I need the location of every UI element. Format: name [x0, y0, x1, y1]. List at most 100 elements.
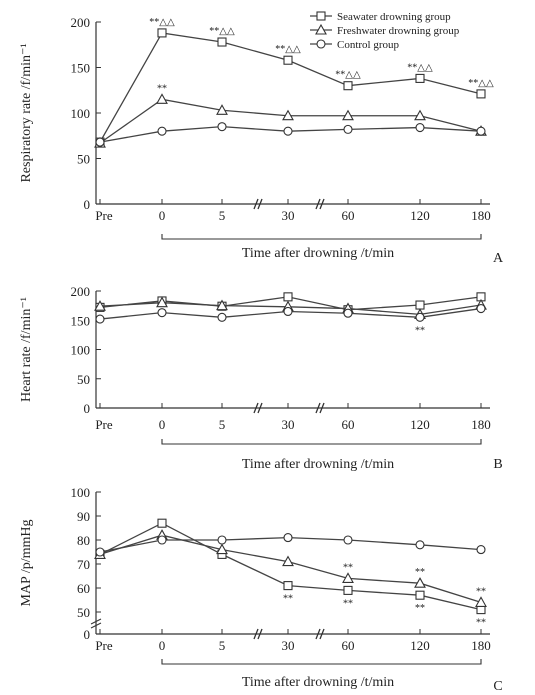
data-point — [283, 55, 293, 65]
data-point — [217, 535, 227, 545]
data-point — [217, 122, 227, 132]
significance-label: ** — [476, 618, 486, 629]
legend-label: Seawater drowning group — [337, 11, 451, 23]
x-axis-break — [253, 402, 259, 414]
x-tick-label: 180 — [471, 208, 491, 223]
y-tick-label: 0 — [84, 401, 91, 416]
x-tick-label: 5 — [219, 417, 226, 432]
x-tick-label: 60 — [342, 417, 355, 432]
y-axis-label: Heart rate /f/min⁻¹ — [19, 297, 34, 402]
y-tick-label: 0 — [84, 197, 91, 212]
data-point — [282, 109, 294, 121]
x-axis-break — [253, 198, 259, 210]
x-tick-label: 5 — [219, 638, 226, 653]
data-point — [283, 306, 293, 317]
x-tick-label: Pre — [95, 208, 113, 223]
y-tick-label: 100 — [71, 106, 91, 121]
y-tick-label: 90 — [77, 509, 90, 524]
x-axis-break — [315, 628, 321, 640]
y-tick-label: 200 — [71, 284, 91, 299]
x-tick-label: Pre — [95, 417, 113, 432]
y-axis-label: MAP /p/mmHg — [19, 520, 34, 607]
y-tick-label: 0 — [84, 627, 91, 642]
legend-label: Freshwater drowning group — [337, 25, 460, 37]
time-bracket — [161, 659, 482, 665]
x-axis-break — [315, 402, 321, 414]
significance-label: ** — [343, 562, 353, 573]
y-tick-label: 60 — [77, 581, 90, 596]
series-line — [99, 98, 482, 144]
data-point — [157, 518, 167, 528]
y-tick-label: 50 — [77, 152, 90, 167]
x-axis-break — [319, 198, 325, 210]
significance-label: **△△ — [275, 44, 301, 55]
data-point — [343, 585, 353, 595]
data-point — [415, 73, 425, 83]
data-point — [217, 37, 227, 47]
data-point — [94, 300, 106, 311]
data-point — [283, 126, 293, 136]
data-point — [476, 545, 486, 555]
panel-label: B — [493, 457, 502, 472]
chart-panel-c: 0 50 60 70 80 90 100 Pre 0 5 30 60 120 180 Time after … — [19, 485, 503, 694]
y-tick-label: 50 — [77, 605, 90, 620]
y-tick-label: 50 — [77, 372, 90, 387]
x-tick-label: 0 — [159, 638, 166, 653]
x-tick-label: 5 — [219, 208, 226, 223]
data-point — [415, 123, 425, 133]
data-point — [157, 308, 167, 318]
x-axis-break — [257, 628, 263, 640]
data-point — [414, 109, 426, 121]
x-axis-break — [319, 402, 325, 414]
x-axis-break — [257, 402, 263, 414]
significance-label: ** — [476, 586, 486, 597]
data-point — [95, 314, 105, 324]
y-axis-break — [90, 618, 102, 625]
y-tick-label: 70 — [77, 557, 90, 572]
x-tick-label: 60 — [342, 638, 355, 653]
x-tick-label: Pre — [95, 638, 113, 653]
data-point — [283, 581, 293, 591]
significance-label: ** — [157, 83, 167, 94]
panel-label: A — [493, 251, 504, 266]
data-point — [343, 124, 353, 134]
data-point — [157, 28, 167, 38]
significance-label: **△△ — [468, 78, 494, 89]
data-point — [283, 533, 293, 543]
significance-label: ** — [283, 594, 293, 605]
x-tick-label: 120 — [410, 417, 430, 432]
y-tick-label: 100 — [71, 343, 91, 358]
y-axis-label: Respiratory rate /f/min⁻¹ — [19, 43, 34, 182]
significance-label: ** — [415, 567, 425, 578]
significance-label: ** — [415, 325, 425, 336]
data-point — [217, 312, 227, 322]
data-point — [216, 104, 228, 115]
data-point — [282, 555, 294, 567]
legend-marker — [316, 39, 326, 49]
data-point — [343, 308, 353, 318]
data-point — [415, 590, 425, 600]
data-point — [476, 89, 486, 99]
y-tick-label: 150 — [71, 313, 91, 328]
panel-label: C — [493, 679, 502, 694]
x-tick-label: 30 — [282, 208, 295, 223]
data-point — [475, 596, 487, 607]
x-axis-break — [315, 198, 321, 210]
x-axis-label: Time after drowning /t/min — [242, 246, 394, 261]
data-point — [414, 577, 426, 588]
data-point — [415, 312, 425, 322]
legend-label: Control group — [337, 39, 400, 51]
significance-label: **△△ — [209, 26, 235, 37]
x-tick-label: 30 — [282, 417, 295, 432]
significance-label: **△△ — [335, 70, 361, 81]
x-tick-label: 0 — [159, 208, 166, 223]
data-point — [415, 540, 425, 550]
y-tick-label: 150 — [71, 61, 91, 76]
x-tick-label: 120 — [410, 638, 430, 653]
data-point — [283, 292, 293, 302]
x-axis-break — [257, 198, 263, 210]
y-tick-label: 80 — [77, 533, 90, 548]
data-point — [415, 300, 425, 310]
x-tick-label: 30 — [282, 638, 295, 653]
x-tick-label: 60 — [342, 208, 355, 223]
